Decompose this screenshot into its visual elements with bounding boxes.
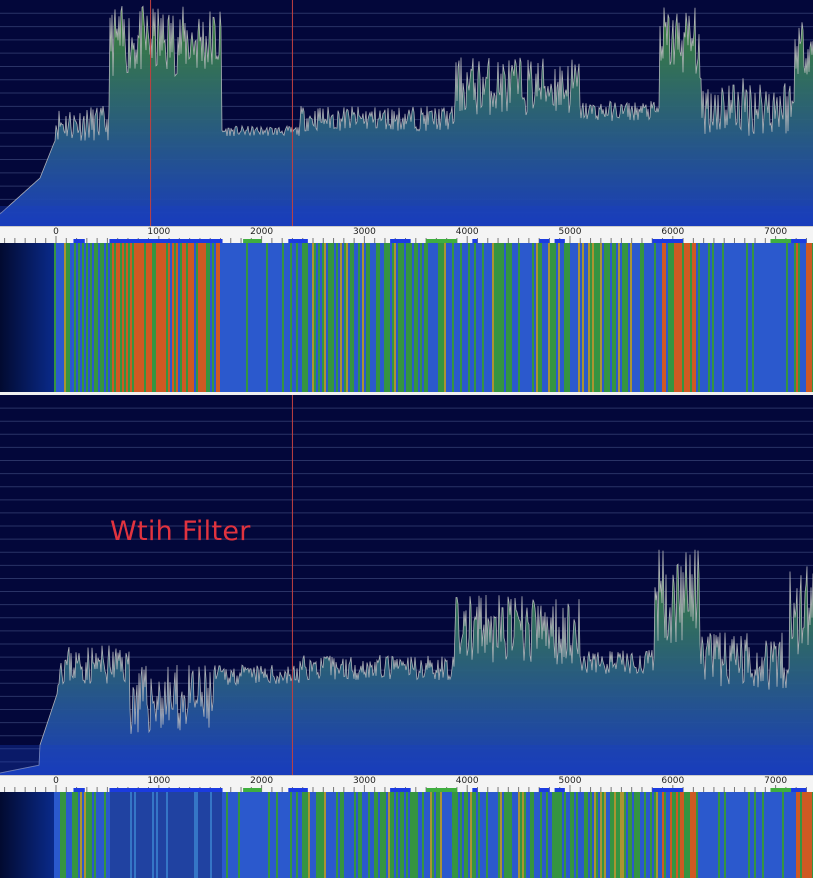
- tick-label-0: 0: [53, 227, 59, 237]
- tick-label-0: 0: [53, 776, 59, 786]
- tick-label-1000: 1000: [147, 227, 171, 237]
- top-frequency-ruler[interactable]: 0 1000 2000 3000 4000 5000 6000 7000: [0, 226, 813, 244]
- tick-label-2000: 2000: [250, 776, 274, 786]
- top-waterfall-image: [0, 243, 813, 392]
- bottom-spectrum-plot[interactable]: [0, 395, 813, 775]
- bottom-panel: 0 1000 2000 3000 4000 5000 6000 7000: [0, 395, 813, 878]
- top-ruler-marks: [4, 236, 807, 243]
- top-spectrum[interactable]: [0, 0, 813, 226]
- panel-divider: [0, 392, 813, 395]
- tick-label-7000: 7000: [764, 776, 788, 786]
- tick-label-5000: 5000: [558, 227, 582, 237]
- tick-label-4000: 4000: [455, 776, 479, 786]
- bottom-waterfall[interactable]: [0, 792, 813, 878]
- tick-label-3000: 3000: [352, 227, 376, 237]
- tick-label-6000: 6000: [661, 776, 685, 786]
- bottom-ruler-marks: [4, 785, 807, 792]
- tick-label-7000: 7000: [764, 227, 788, 237]
- tick-label-1000: 1000: [147, 776, 171, 786]
- tick-label-3000: 3000: [352, 776, 376, 786]
- top-waterfall[interactable]: [0, 243, 813, 392]
- top-spectrum-plot[interactable]: [0, 0, 813, 226]
- bottom-frequency-ruler[interactable]: 0 1000 2000 3000 4000 5000 6000 7000: [0, 775, 813, 793]
- tick-label-6000: 6000: [661, 227, 685, 237]
- bottom-waterfall-image: [0, 792, 813, 878]
- bottom-spectrum[interactable]: [0, 395, 813, 775]
- top-panel: 0 1000 2000 3000 4000 5000 6000 7000: [0, 0, 813, 392]
- tick-label-2000: 2000: [250, 227, 274, 237]
- filter-annotation: Wtih Filter: [110, 516, 251, 547]
- tick-label-4000: 4000: [455, 227, 479, 237]
- tick-label-5000: 5000: [558, 776, 582, 786]
